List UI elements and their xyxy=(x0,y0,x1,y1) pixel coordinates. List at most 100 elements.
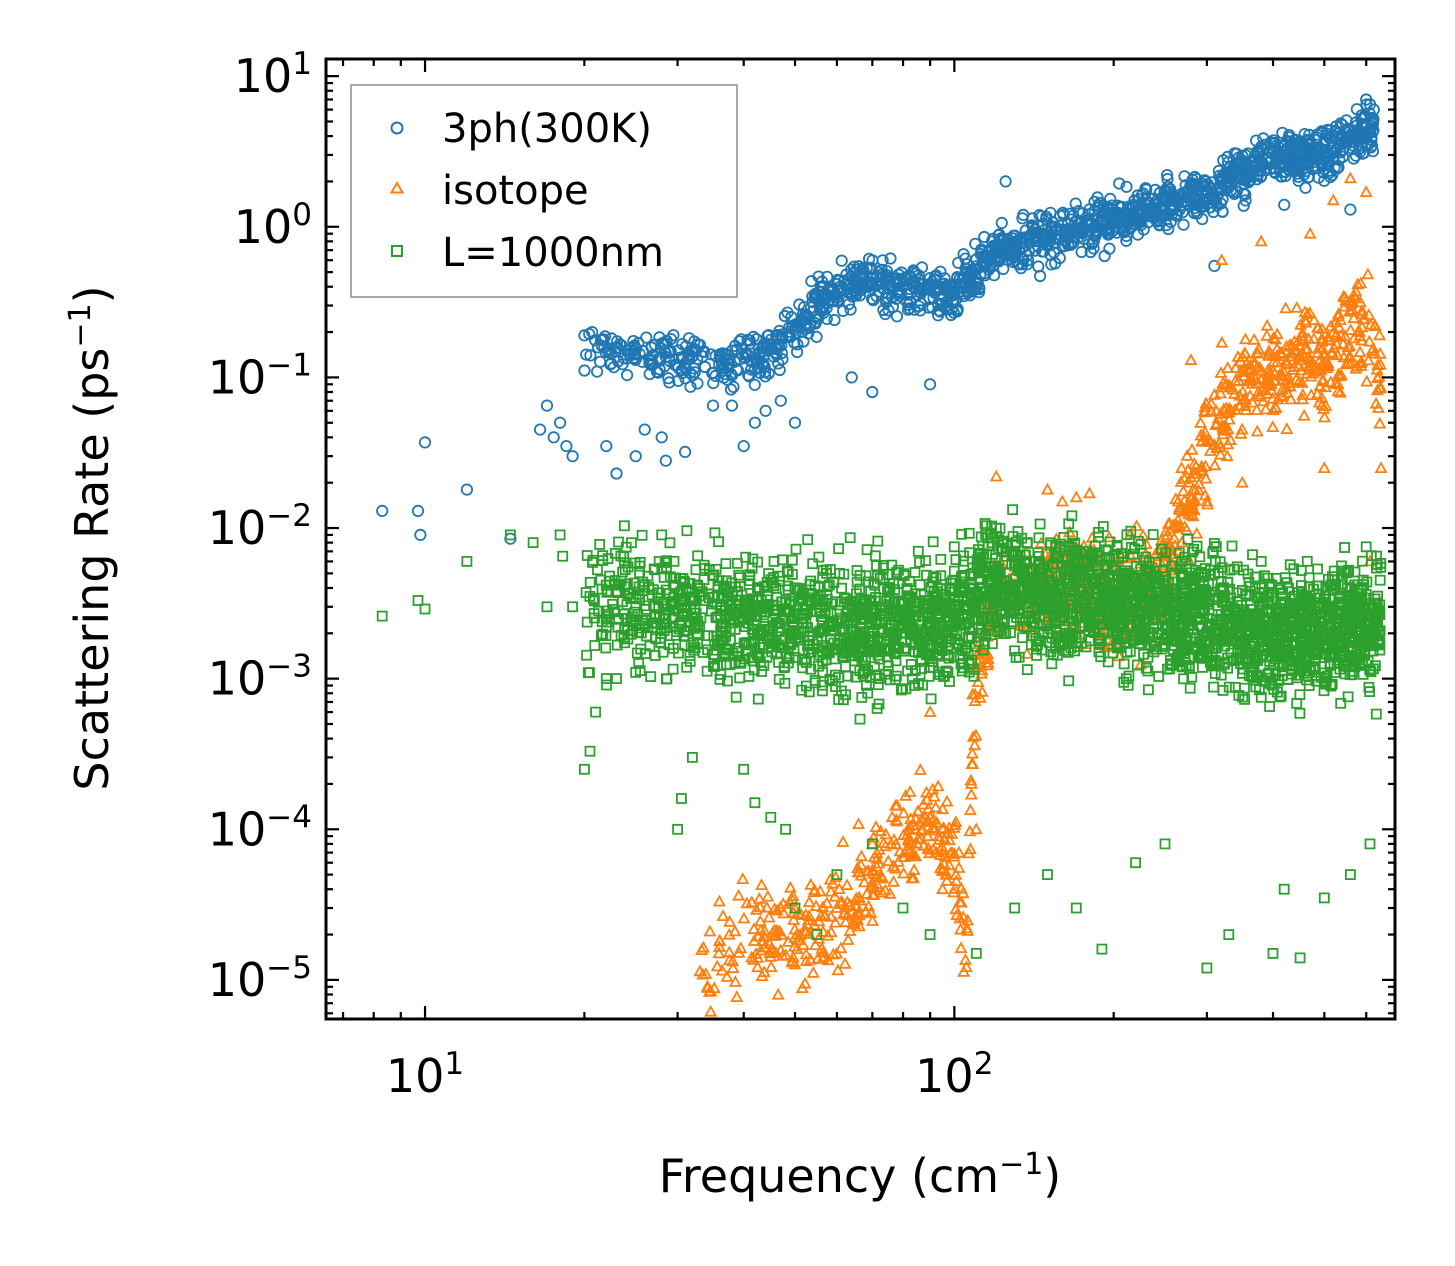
data-point xyxy=(697,345,711,358)
data-point xyxy=(1255,141,1268,154)
data-point xyxy=(945,289,958,302)
data-point xyxy=(1075,225,1088,238)
data-point xyxy=(1278,198,1291,211)
data-point xyxy=(663,376,676,389)
data-point xyxy=(951,270,964,284)
data-point xyxy=(1131,212,1144,225)
data-point xyxy=(1216,193,1229,206)
data-point xyxy=(1161,169,1174,182)
data-point xyxy=(923,378,937,391)
data-point xyxy=(882,304,895,317)
data-point xyxy=(1091,201,1105,214)
data-point xyxy=(1180,195,1193,208)
data-point xyxy=(1059,223,1072,236)
data-point xyxy=(709,369,722,382)
data-point xyxy=(879,307,892,321)
data-point xyxy=(638,423,651,436)
data-point xyxy=(707,376,720,390)
data-point xyxy=(1022,244,1036,257)
data-point xyxy=(653,363,666,376)
data-point xyxy=(870,279,883,292)
data-point xyxy=(604,358,617,371)
data-point xyxy=(1294,145,1307,158)
data-point xyxy=(861,278,875,291)
data-point xyxy=(1267,142,1280,155)
data-point xyxy=(675,351,688,364)
data-point xyxy=(1255,156,1268,169)
data-point xyxy=(646,349,659,362)
data-point xyxy=(1177,218,1190,231)
data-point xyxy=(1217,154,1230,167)
data-point xyxy=(914,286,927,299)
data-point xyxy=(1083,208,1096,221)
data-point xyxy=(640,331,653,344)
data-point xyxy=(828,313,841,327)
data-point xyxy=(657,338,670,351)
data-point xyxy=(590,365,604,378)
data-point xyxy=(1267,136,1280,149)
data-point xyxy=(802,321,816,334)
data-point xyxy=(684,380,697,393)
data-point xyxy=(1102,228,1115,241)
data-point xyxy=(875,263,888,276)
data-point xyxy=(774,394,787,407)
data-point xyxy=(682,332,696,345)
data-point xyxy=(947,296,960,310)
data-point xyxy=(1082,238,1095,251)
data-point xyxy=(566,450,579,463)
data-point xyxy=(976,245,989,258)
data-point xyxy=(1178,170,1191,183)
data-point xyxy=(995,216,1008,229)
data-point xyxy=(584,349,597,362)
data-point xyxy=(1237,199,1250,212)
data-point xyxy=(578,364,591,377)
data-point xyxy=(656,336,669,350)
data-point xyxy=(629,450,642,463)
data-point xyxy=(776,332,789,345)
data-point xyxy=(460,483,473,496)
data-point xyxy=(748,416,762,429)
data-point xyxy=(806,295,819,309)
data-point xyxy=(813,303,827,316)
data-point xyxy=(723,914,737,927)
data-point xyxy=(1318,159,1331,172)
data-point xyxy=(773,363,786,377)
data-point xyxy=(743,370,756,383)
data-point xyxy=(864,276,877,290)
data-point xyxy=(675,363,689,377)
data-point xyxy=(880,265,894,278)
data-point xyxy=(744,363,758,376)
data-point xyxy=(1198,194,1211,207)
data-point xyxy=(778,309,791,323)
data-point xyxy=(1336,118,1349,132)
data-point xyxy=(901,287,914,300)
data-point xyxy=(815,289,828,302)
data-point xyxy=(847,267,861,280)
data-point xyxy=(1026,219,1039,232)
series-layer xyxy=(376,93,1388,1017)
data-point xyxy=(1279,165,1292,178)
data-point xyxy=(1221,176,1234,189)
data-point xyxy=(411,504,425,517)
data-point xyxy=(994,243,1008,256)
data-point xyxy=(1215,176,1228,189)
data-point xyxy=(1268,162,1281,175)
data-point xyxy=(1344,203,1357,216)
data-point xyxy=(759,404,772,417)
data-point xyxy=(1269,156,1282,169)
data-point xyxy=(1049,232,1062,245)
data-point xyxy=(984,258,997,271)
data-point xyxy=(923,292,936,305)
data-point xyxy=(1033,209,1046,222)
data-point xyxy=(1248,159,1262,172)
data-point xyxy=(748,378,761,391)
data-point xyxy=(736,342,749,355)
data-point xyxy=(845,286,859,299)
data-point xyxy=(866,385,879,399)
data-point xyxy=(788,416,802,429)
data-point xyxy=(759,370,772,383)
data-point xyxy=(578,329,591,342)
data-point xyxy=(1241,159,1254,172)
data-point xyxy=(957,248,970,261)
data-point xyxy=(884,252,897,265)
